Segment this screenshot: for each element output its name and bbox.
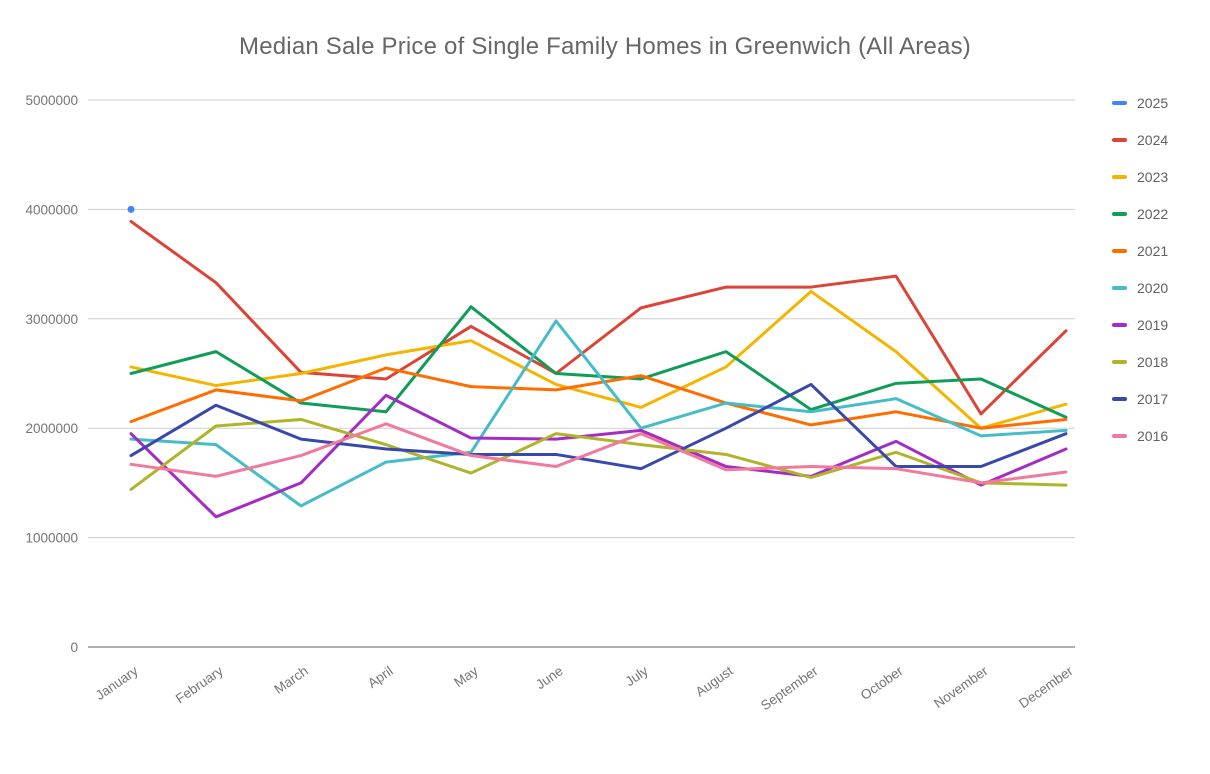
series-line-2018 (129, 417, 1068, 491)
legend-swatch-2017 (1112, 397, 1127, 401)
legend-swatch-2021 (1112, 249, 1127, 253)
series-line-2020 (129, 319, 1068, 508)
y-axis-tick-label: 2000000 (25, 421, 78, 436)
series-line-2016 (129, 422, 1068, 485)
legend-item-2023: 2023 (1112, 166, 1207, 188)
x-axis-month-label: February (173, 663, 226, 706)
series-point-2025 (127, 205, 135, 213)
legend-item-2019: 2019 (1112, 314, 1207, 336)
x-axis-month-label: October (858, 663, 906, 703)
legend-label: 2025 (1137, 95, 1169, 111)
legend-label: 2024 (1137, 132, 1169, 148)
legend-item-2017: 2017 (1112, 388, 1207, 410)
legend-label: 2018 (1137, 354, 1169, 370)
legend-swatch-2020 (1112, 286, 1127, 290)
legend-item-2025: 2025 (1112, 92, 1207, 114)
x-axis-month-label: September (758, 663, 821, 713)
y-axis-tick-label: 4000000 (25, 202, 78, 217)
x-axis-month-label: March (271, 663, 310, 697)
series-line-2023 (129, 289, 1068, 430)
legend-swatch-2022 (1112, 212, 1127, 216)
chart-title: Median Sale Price of Single Family Homes… (239, 33, 971, 60)
legend-swatch-2016 (1112, 434, 1127, 438)
legend-label: 2023 (1137, 169, 1169, 185)
x-axis-month-label: December (1016, 663, 1076, 711)
legend-label: 2022 (1137, 206, 1169, 222)
series-line-2019 (129, 393, 1068, 519)
legend-label: 2020 (1137, 280, 1169, 296)
legend-label: 2019 (1137, 317, 1169, 333)
x-axis-month-label: January (93, 663, 141, 703)
x-axis-month-label: November (931, 663, 991, 711)
x-axis-month-label: May (451, 663, 481, 690)
legend-swatch-2019 (1112, 323, 1127, 327)
y-axis-tick-label: 0 (70, 640, 78, 655)
legend-swatch-2018 (1112, 360, 1127, 364)
legend-item-2024: 2024 (1112, 129, 1207, 151)
y-axis-tick-label: 5000000 (25, 93, 78, 108)
legend-item-2021: 2021 (1112, 240, 1207, 262)
x-axis-month-label: June (533, 663, 566, 692)
legend-label: 2016 (1137, 428, 1169, 444)
legend-item-2016: 2016 (1112, 425, 1207, 447)
legend-item-2018: 2018 (1112, 351, 1207, 373)
series-line-2017 (129, 382, 1068, 471)
series-line-2024 (129, 219, 1068, 416)
legend-label: 2017 (1137, 391, 1169, 407)
chart-legend: 2025 2024 2023 2022 2021 2020 2019 2018 2017 2016 (1112, 92, 1207, 462)
x-axis-month-label: April (365, 663, 396, 691)
legend-swatch-2024 (1112, 138, 1127, 142)
legend-item-2022: 2022 (1112, 203, 1207, 225)
legend-swatch-2023 (1112, 175, 1127, 179)
legend-label: 2021 (1137, 243, 1169, 259)
x-axis-month-label: July (622, 663, 650, 689)
y-axis-tick-label: 1000000 (25, 531, 78, 546)
legend-item-2020: 2020 (1112, 277, 1207, 299)
x-axis-month-label: August (693, 663, 736, 700)
y-axis-tick-label: 3000000 (25, 312, 78, 327)
legend-swatch-2025 (1112, 101, 1127, 105)
series-line-2021 (129, 366, 1068, 430)
